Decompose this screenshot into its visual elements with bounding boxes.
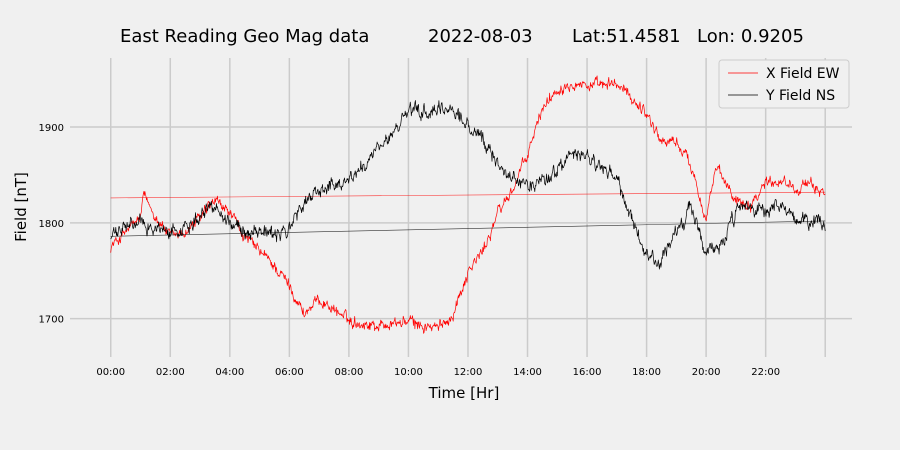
chart-title-date: 2022-08-03: [428, 26, 533, 47]
y-tick-label: 1700: [39, 315, 64, 326]
legend-box: [718, 59, 850, 109]
x-tick-label: 12:00: [454, 367, 483, 378]
trend-line-y-field-ns: [110, 220, 826, 237]
legend: X Field EW Y Field NS: [718, 59, 850, 109]
trend-line-x-field-ew: [110, 191, 826, 199]
legend-label-y-field: Y Field NS: [765, 88, 835, 104]
x-axis-label: Time [Hr]: [428, 384, 500, 402]
x-tick-label: 22:00: [751, 367, 780, 378]
chart-title-lat: Lat:51.4581: [572, 26, 681, 47]
x-tick-label: 02:00: [156, 367, 185, 378]
x-tick-label: 00:00: [96, 367, 125, 378]
y-axis-label: Field [nT]: [12, 172, 30, 242]
x-tick-label: 10:00: [394, 367, 423, 378]
chart-title-lon: Lon: 0.9205: [697, 26, 804, 47]
x-tick-label: 04:00: [215, 367, 244, 378]
x-tick-label: 16:00: [573, 367, 602, 378]
x-tick-label: 08:00: [334, 367, 363, 378]
x-tick-label: 14:00: [513, 367, 542, 378]
series-line-y-field-ns: [110, 100, 826, 270]
y-tick-label: 1800: [39, 219, 64, 230]
chart-title-name: East Reading Geo Mag data: [120, 26, 369, 47]
y-tick-label: 1900: [39, 123, 64, 134]
x-tick-label: 18:00: [632, 367, 661, 378]
tick-labels: 00:00 02:00 04:00 06:00 08:00 10:00 12:00 14:00…: [39, 123, 781, 378]
legend-label-x-field: X Field EW: [766, 66, 840, 82]
x-tick-label: 20:00: [692, 367, 721, 378]
series-lines: [110, 75, 826, 334]
series-line-x-field-ew: [110, 75, 826, 334]
chart-title: East Reading Geo Mag data 2022-08-03 Lat…: [120, 26, 804, 47]
x-tick-label: 06:00: [275, 367, 304, 378]
